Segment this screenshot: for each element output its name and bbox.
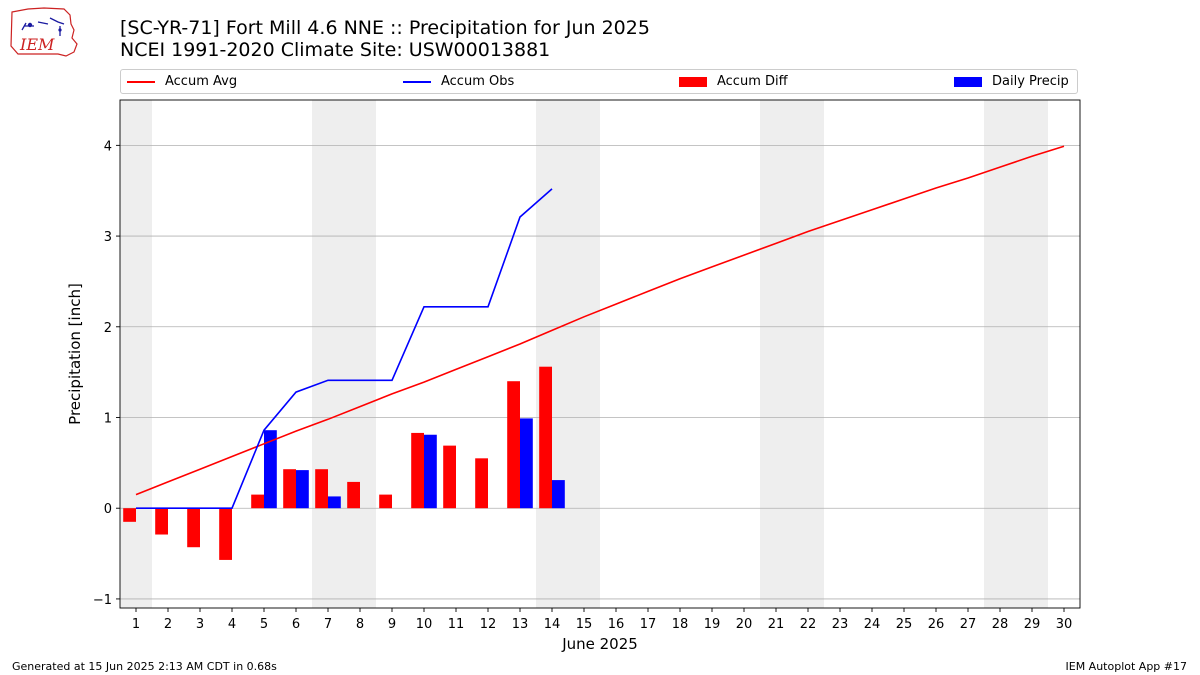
bar-accum-diff-14 xyxy=(539,366,552,509)
bar-daily-precip-6 xyxy=(296,470,309,509)
bar-accum-diff-12 xyxy=(475,458,488,509)
y-tick-label--1: −1 xyxy=(93,593,112,608)
x-tick-label-27: 27 xyxy=(960,617,977,632)
bar-accum-diff-2 xyxy=(155,508,168,535)
bar-accum-diff-5 xyxy=(251,494,264,509)
x-tick-label-29: 29 xyxy=(1024,617,1041,632)
bar-daily-precip-14 xyxy=(552,480,565,509)
legend-accum-avg-label: Accum Avg xyxy=(165,74,238,89)
legend-accum-obs-label: Accum Obs xyxy=(441,74,515,89)
bar-daily-precip-13 xyxy=(520,418,533,509)
y-axis-label: Precipitation [inch] xyxy=(66,283,84,425)
x-tick-label-1: 1 xyxy=(132,617,140,632)
x-tick-label-23: 23 xyxy=(832,617,849,632)
weekend-shade-2 xyxy=(536,100,600,608)
weekend-shade-4 xyxy=(984,100,1048,608)
x-tick-label-17: 17 xyxy=(640,617,657,632)
bar-accum-diff-1 xyxy=(123,508,136,522)
bar-daily-precip-7 xyxy=(328,496,341,509)
legend-daily-precip: Daily Precip xyxy=(954,70,1069,93)
x-axis-label: June 2025 xyxy=(561,635,638,653)
bar-accum-diff-9 xyxy=(379,494,392,509)
x-tick-label-7: 7 xyxy=(324,617,332,632)
bar-accum-diff-3 xyxy=(187,508,200,548)
legend-daily-precip-swatch xyxy=(954,76,982,87)
x-tick-label-28: 28 xyxy=(992,617,1009,632)
weekend-shade-1 xyxy=(312,100,376,608)
bar-daily-precip-10 xyxy=(424,434,437,509)
x-tick-label-11: 11 xyxy=(448,617,465,632)
chart-title: [SC-YR-71] Fort Mill 4.6 NNE :: Precipit… xyxy=(120,17,650,61)
x-tick-label-24: 24 xyxy=(864,617,881,632)
legend: Accum Avg Accum Obs Accum Diff Daily Pre… xyxy=(120,69,1078,94)
line-accum-avg xyxy=(135,145,1065,496)
x-tick-label-16: 16 xyxy=(608,617,625,632)
bar-accum-diff-13 xyxy=(507,381,520,509)
title-line-2: NCEI 1991-2020 Climate Site: USW00013881 xyxy=(120,39,551,61)
bar-accum-diff-4 xyxy=(219,508,232,560)
x-tick-label-12: 12 xyxy=(480,617,497,632)
legend-accum-diff-label: Accum Diff xyxy=(717,74,788,89)
x-tick-label-19: 19 xyxy=(704,617,721,632)
x-tick-label-15: 15 xyxy=(576,617,593,632)
bar-daily-precip-5 xyxy=(264,430,277,509)
y-tick-label-2: 2 xyxy=(104,321,112,336)
line-accum-obs xyxy=(136,188,553,510)
x-tick-label-26: 26 xyxy=(928,617,945,632)
legend-daily-precip-label: Daily Precip xyxy=(992,74,1069,89)
x-tick-label-22: 22 xyxy=(800,617,817,632)
x-tick-label-30: 30 xyxy=(1056,617,1073,632)
footer-generated: Generated at 15 Jun 2025 2:13 AM CDT in … xyxy=(12,660,277,673)
x-tick-label-2: 2 xyxy=(164,617,172,632)
logo-text: IEM xyxy=(19,35,55,54)
legend-accum-obs: Accum Obs xyxy=(403,70,514,93)
x-tick-label-5: 5 xyxy=(260,617,268,632)
x-tick-label-20: 20 xyxy=(736,617,753,632)
bar-accum-diff-10 xyxy=(411,432,424,509)
x-tick-label-14: 14 xyxy=(544,617,561,632)
y-tick-label-1: 1 xyxy=(104,412,112,427)
iem-logo: IEM xyxy=(10,7,78,57)
x-tick-label-8: 8 xyxy=(356,617,364,632)
bar-accum-diff-8 xyxy=(347,481,360,509)
plot-frame xyxy=(119,99,1081,609)
weekend-shade-3 xyxy=(760,100,824,608)
bar-accum-diff-11 xyxy=(443,445,456,509)
x-tick-label-3: 3 xyxy=(196,617,204,632)
footer-app: IEM Autoplot App #17 xyxy=(1065,660,1188,673)
legend-accum-diff: Accum Diff xyxy=(679,70,788,93)
weekend-shade-0 xyxy=(120,100,152,608)
legend-accum-avg: Accum Avg xyxy=(127,70,237,93)
x-tick-label-10: 10 xyxy=(416,617,433,632)
x-tick-label-25: 25 xyxy=(896,617,913,632)
y-tick-label-4: 4 xyxy=(104,139,112,154)
y-tick-label-0: 0 xyxy=(104,502,112,517)
title-line-1: [SC-YR-71] Fort Mill 4.6 NNE :: Precipit… xyxy=(120,17,650,39)
legend-accum-avg-swatch xyxy=(127,80,155,83)
bar-accum-diff-7 xyxy=(315,469,328,509)
x-tick-label-9: 9 xyxy=(388,617,396,632)
x-tick-label-4: 4 xyxy=(228,617,236,632)
x-tick-label-21: 21 xyxy=(768,617,785,632)
x-tick-label-18: 18 xyxy=(672,617,689,632)
x-tick-label-13: 13 xyxy=(512,617,529,632)
legend-accum-diff-swatch xyxy=(679,76,707,87)
x-tick-label-6: 6 xyxy=(292,617,300,632)
y-tick-label-3: 3 xyxy=(104,230,112,245)
bar-accum-diff-6 xyxy=(283,469,296,509)
legend-accum-obs-swatch xyxy=(403,80,431,83)
